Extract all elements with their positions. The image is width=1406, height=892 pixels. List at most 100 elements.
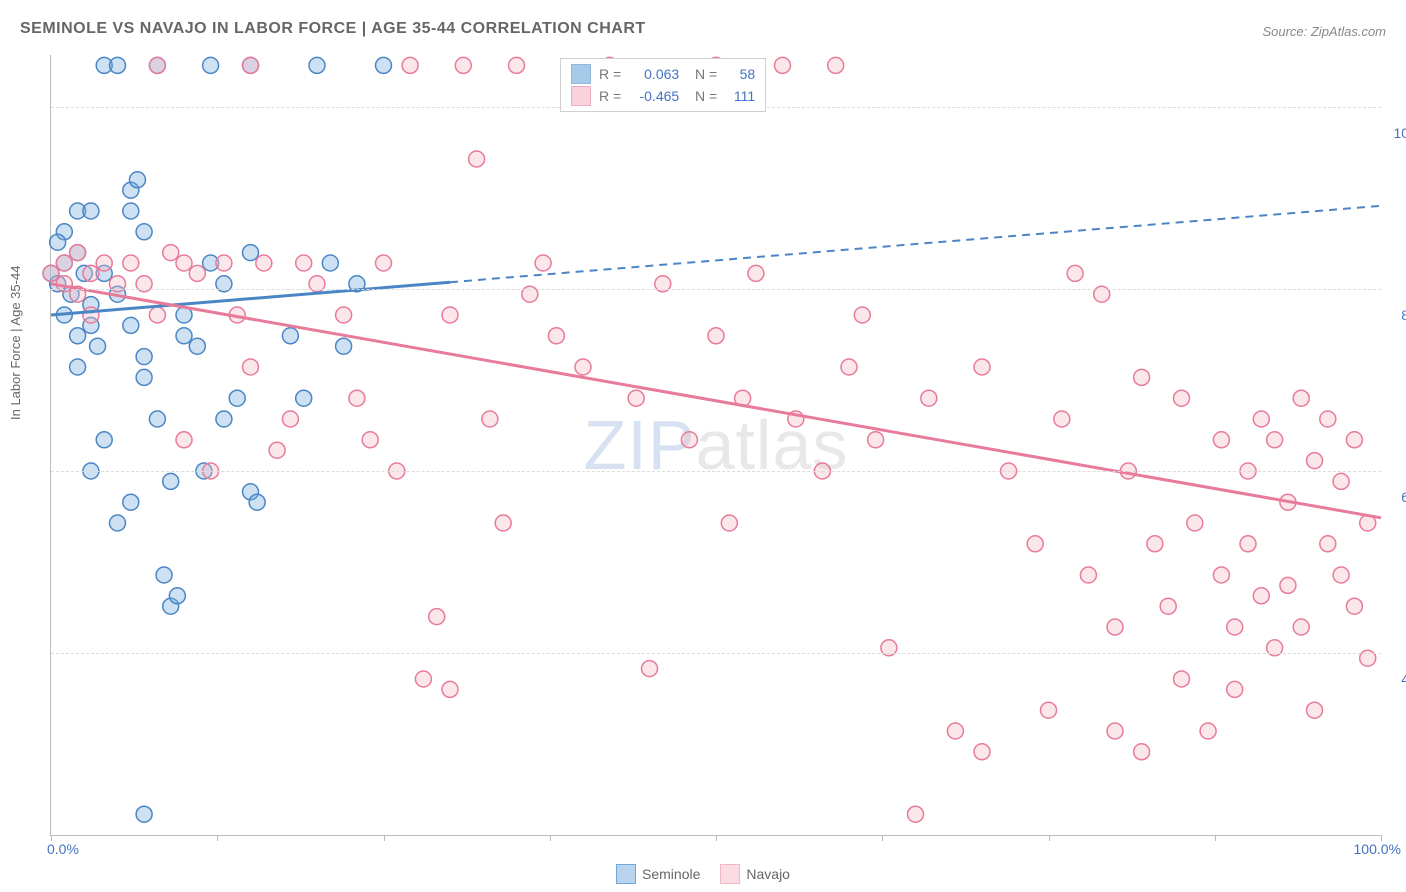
data-point <box>322 255 338 271</box>
data-point <box>163 473 179 489</box>
data-point <box>50 234 66 250</box>
x-tick <box>882 835 883 841</box>
data-point <box>1320 411 1336 427</box>
data-point <box>243 57 259 73</box>
x-tick <box>550 835 551 841</box>
x-tick <box>217 835 218 841</box>
data-point <box>1253 588 1269 604</box>
series-legend: Seminole Navajo <box>616 864 790 884</box>
data-point <box>1080 567 1096 583</box>
data-point <box>349 390 365 406</box>
data-point <box>548 328 564 344</box>
data-point <box>974 744 990 760</box>
y-tick-label: 100.0% <box>1386 125 1406 141</box>
data-point <box>482 411 498 427</box>
data-point <box>908 806 924 822</box>
data-point <box>868 432 884 448</box>
data-point <box>43 265 59 281</box>
data-point <box>509 57 525 73</box>
chart-plot-area: ZIPatlas 0.0% 100.0% 47.5%65.0%82.5%100.… <box>50 55 1381 836</box>
data-point <box>1174 390 1190 406</box>
data-point <box>841 359 857 375</box>
data-point <box>96 255 112 271</box>
data-point <box>163 245 179 261</box>
legend-n-label: N = <box>687 63 717 85</box>
gridline <box>51 289 1381 290</box>
data-point <box>96 432 112 448</box>
data-point <box>535 255 551 271</box>
data-point <box>296 390 312 406</box>
legend-swatch <box>616 864 636 884</box>
data-point <box>1213 567 1229 583</box>
x-axis-min-label: 0.0% <box>47 841 79 857</box>
data-point <box>442 681 458 697</box>
data-point <box>136 349 152 365</box>
data-point <box>1107 619 1123 635</box>
legend-swatch <box>720 864 740 884</box>
legend-swatch <box>571 86 591 106</box>
legend-swatch <box>571 64 591 84</box>
x-tick <box>1381 835 1382 841</box>
data-point <box>947 723 963 739</box>
data-point <box>495 515 511 531</box>
data-point <box>1253 411 1269 427</box>
legend-n-value: 111 <box>725 85 755 107</box>
data-point <box>123 255 139 271</box>
data-point <box>296 255 312 271</box>
trend-line-extrapolated <box>450 206 1381 282</box>
data-point <box>149 411 165 427</box>
legend-r-value: -0.465 <box>629 85 679 107</box>
legend-n-label: N = <box>687 85 717 107</box>
data-point <box>376 255 392 271</box>
data-point <box>442 307 458 323</box>
data-point <box>1027 536 1043 552</box>
data-point <box>1293 619 1309 635</box>
data-point <box>1346 432 1362 448</box>
data-point <box>628 390 644 406</box>
data-point <box>169 588 185 604</box>
x-axis-max-label: 100.0% <box>1354 841 1401 857</box>
data-point <box>708 328 724 344</box>
y-tick-label: 65.0% <box>1386 489 1406 505</box>
x-tick <box>1049 835 1050 841</box>
data-point <box>376 57 392 73</box>
data-point <box>110 57 126 73</box>
data-point <box>575 359 591 375</box>
data-point <box>123 494 139 510</box>
data-point <box>1067 265 1083 281</box>
data-point <box>56 255 72 271</box>
legend-item: Seminole <box>616 864 700 884</box>
legend-row: R =0.063 N =58 <box>571 63 755 85</box>
data-point <box>243 359 259 375</box>
data-point <box>70 359 86 375</box>
legend-label: Seminole <box>642 866 700 882</box>
data-point <box>123 317 139 333</box>
data-point <box>110 515 126 531</box>
data-point <box>681 432 697 448</box>
data-point <box>229 390 245 406</box>
data-point <box>1346 598 1362 614</box>
data-point <box>1160 598 1176 614</box>
gridline <box>51 653 1381 654</box>
data-point <box>136 224 152 240</box>
y-tick-label: 47.5% <box>1386 671 1406 687</box>
data-point <box>748 265 764 281</box>
data-point <box>336 338 352 354</box>
scatter-svg <box>51 55 1381 835</box>
y-tick-label: 82.5% <box>1386 307 1406 323</box>
chart-title: SEMINOLE VS NAVAJO IN LABOR FORCE | AGE … <box>20 20 646 38</box>
data-point <box>1267 432 1283 448</box>
data-point <box>249 494 265 510</box>
data-point <box>90 338 106 354</box>
legend-r-value: 0.063 <box>629 63 679 85</box>
data-point <box>1333 567 1349 583</box>
legend-n-value: 58 <box>725 63 755 85</box>
data-point <box>176 255 192 271</box>
data-point <box>189 338 205 354</box>
x-tick <box>384 835 385 841</box>
x-tick <box>716 835 717 841</box>
data-point <box>269 442 285 458</box>
data-point <box>415 671 431 687</box>
data-point <box>70 245 86 261</box>
legend-label: Navajo <box>746 866 790 882</box>
